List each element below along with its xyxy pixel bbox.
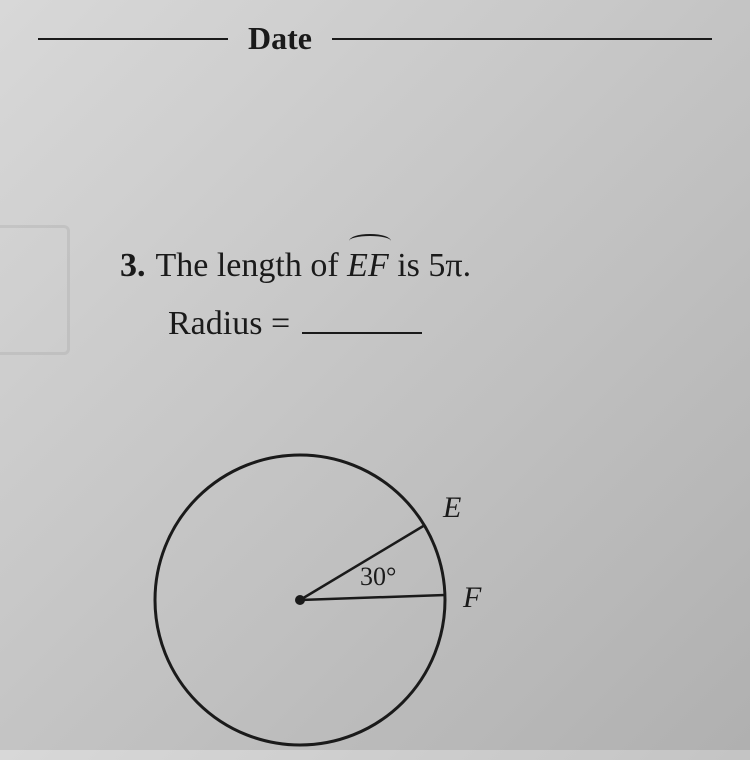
question-line: 3. The length of EF is 5π. <box>120 240 720 291</box>
angle-label: 30° <box>360 562 396 591</box>
answer-label: Radius = <box>168 305 290 343</box>
date-label: Date <box>240 20 320 57</box>
point-F-label: F <box>462 581 482 614</box>
radius-to-F <box>300 595 445 600</box>
pi-symbol: π <box>445 247 462 284</box>
point-E-label: E <box>442 491 461 524</box>
arc-EF: EF <box>347 240 389 291</box>
question-text: The length of EF is 5π. <box>156 240 721 291</box>
circle-diagram: 30° E F <box>145 445 515 760</box>
header-line-left <box>38 38 228 40</box>
header-row: Date <box>0 0 750 65</box>
text-after-arc: is 5 <box>389 247 446 284</box>
period: . <box>463 247 472 284</box>
answer-blank <box>302 332 422 334</box>
diagram-svg: 30° E F <box>145 445 515 755</box>
question-area: 3. The length of EF is 5π. Radius = <box>120 240 720 343</box>
text-before-arc: The length of <box>156 247 348 284</box>
faint-background-box <box>0 225 70 355</box>
question-number: 3. <box>120 240 146 291</box>
answer-line: Radius = <box>168 305 720 343</box>
header-line-right <box>332 38 712 40</box>
center-dot <box>295 595 305 605</box>
